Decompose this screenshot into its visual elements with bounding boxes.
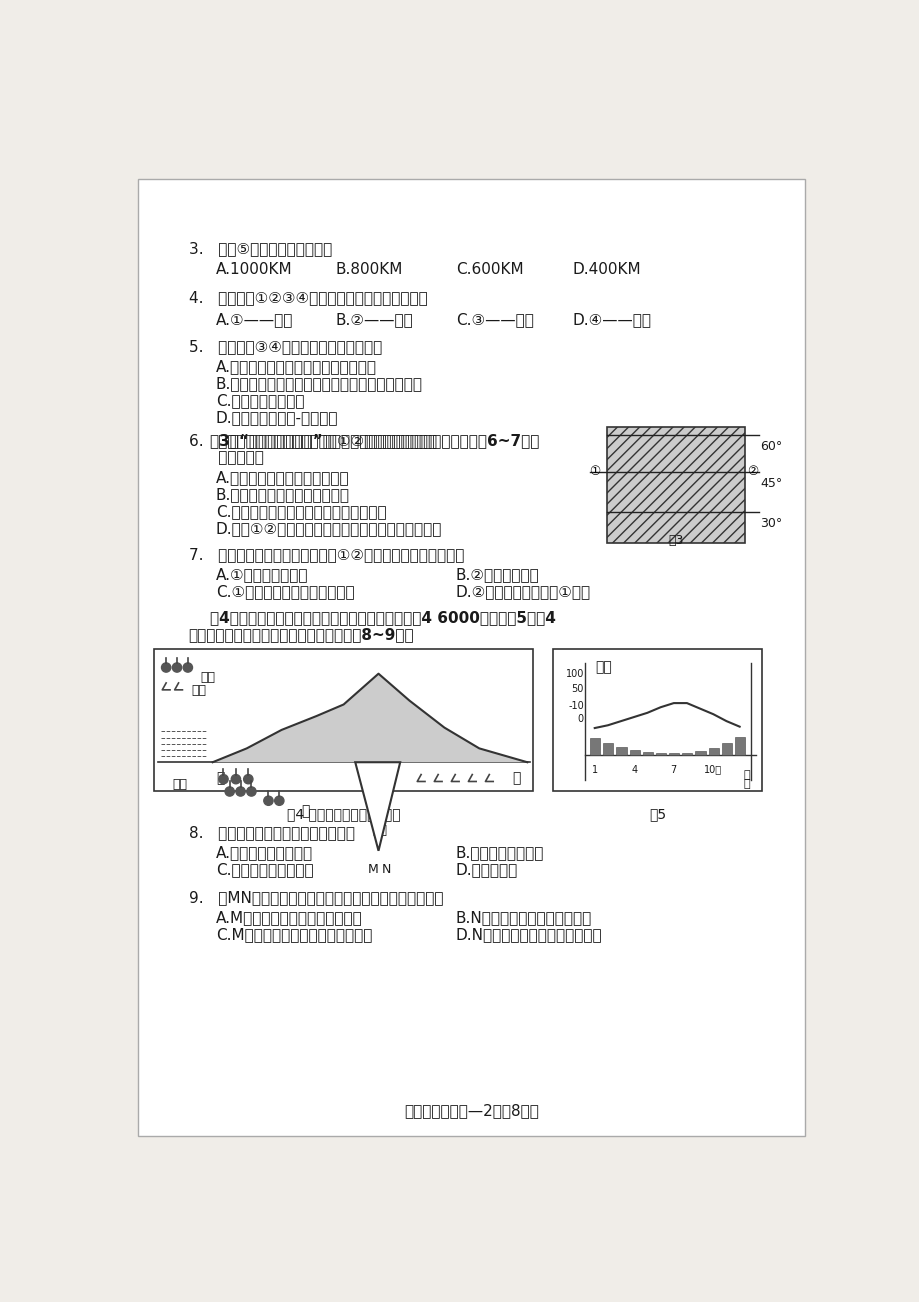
Text: 6.   若阴影部分为大西洋，则关于①②两地的地理特征描: 6. 若阴影部分为大西洋，则关于①②两地的地理特征描 bbox=[188, 434, 437, 448]
Text: 图5: 图5 bbox=[648, 807, 665, 820]
Text: 图3为“海陆分布示意图”，阴影部分为海洋，线段表示绬线，回呷6~7题。: 图3为“海陆分布示意图”，阴影部分为海洋，线段表示绬线，回呷6~7题。 bbox=[188, 434, 539, 448]
Text: 图4 世界某区域自然带分布图: 图4 世界某区域自然带分布图 bbox=[287, 807, 400, 820]
Circle shape bbox=[275, 796, 284, 806]
Text: 50: 50 bbox=[571, 685, 584, 694]
Text: A.M侧高，原因是阳坡，热量充足: A.M侧高，原因是阳坡，热量充足 bbox=[216, 910, 362, 924]
Text: ②: ② bbox=[746, 465, 757, 478]
Circle shape bbox=[183, 663, 192, 672]
Text: N: N bbox=[381, 863, 391, 876]
Text: B.是亚热带常绿阔叶林和温带落叶阔叶林的分界线: B.是亚热带常绿阔叶林和温带落叶阔叶林的分界线 bbox=[216, 376, 423, 392]
Text: 图4为世界某区域自然带分布图，图中山脉最高海扙4 6000多米，图5为图4: 图4为世界某区域自然带分布图，图中山脉最高海扙4 6000多米，图5为图4 bbox=[188, 611, 555, 625]
Bar bbox=[734, 737, 744, 755]
Text: 东: 东 bbox=[511, 772, 519, 785]
Text: 100: 100 bbox=[565, 669, 584, 680]
Circle shape bbox=[264, 796, 273, 806]
Text: C.M侧低，原因是迎风坡，降水丰富: C.M侧低，原因是迎风坡，降水丰富 bbox=[216, 927, 371, 943]
Text: 图3: 图3 bbox=[668, 534, 683, 547]
Text: 1: 1 bbox=[591, 764, 597, 775]
Text: D.N侧低，原因是背风坡，降水少: D.N侧低，原因是背风坡，降水少 bbox=[456, 927, 602, 943]
Text: B.②——盆地: B.②——盆地 bbox=[335, 311, 414, 327]
Text: 4: 4 bbox=[630, 764, 637, 775]
Circle shape bbox=[235, 786, 245, 796]
Bar bbox=[603, 742, 613, 755]
Text: C.亚热带常绿阔叶林带: C.亚热带常绿阔叶林带 bbox=[216, 862, 313, 878]
Text: M: M bbox=[368, 863, 378, 876]
Text: -10: -10 bbox=[568, 702, 584, 711]
Bar bbox=[607, 427, 744, 543]
Text: 草原: 草原 bbox=[191, 685, 206, 698]
Text: 西: 西 bbox=[216, 772, 224, 785]
Bar bbox=[721, 742, 732, 755]
Text: 高二地理试题卷—2（兲8页）: 高二地理试题卷—2（兲8页） bbox=[403, 1103, 539, 1118]
Bar bbox=[153, 648, 533, 792]
Text: A.由大陆板块和大洋板块碰撞挤压形成: A.由大陆板块和大洋板块碰撞挤压形成 bbox=[216, 359, 377, 375]
Circle shape bbox=[219, 775, 228, 784]
Text: A.两地所在国家都为发展中国家: A.两地所在国家都为发展中国家 bbox=[216, 470, 349, 486]
Circle shape bbox=[231, 775, 240, 784]
Text: ①: ① bbox=[588, 465, 600, 478]
Text: B.两地区的人口都出现了负增长: B.两地区的人口都出现了负增长 bbox=[216, 487, 349, 503]
Text: 4.   关于图中①②③④四地地形类型的判断正确的是: 4. 关于图中①②③④四地地形类型的判断正确的是 bbox=[188, 290, 427, 305]
Bar bbox=[708, 747, 718, 755]
Text: B.800KM: B.800KM bbox=[335, 263, 403, 277]
Text: C.③——峡谷: C.③——峡谷 bbox=[456, 311, 533, 327]
Bar bbox=[642, 753, 652, 755]
Text: C.600KM: C.600KM bbox=[456, 263, 523, 277]
Text: B.温带落叶阔叶林带: B.温带落叶阔叶林带 bbox=[456, 845, 544, 861]
Circle shape bbox=[225, 786, 234, 796]
Circle shape bbox=[172, 663, 181, 672]
Text: D.连接①②两地的海运航线为世界最繁忩的航线之一: D.连接①②两地的海运航线为世界最繁忩的航线之一 bbox=[216, 521, 442, 536]
Text: 甲: 甲 bbox=[301, 805, 309, 819]
Text: 中甲地的月平均气温降水统计图。读图回呷8~9题。: 中甲地的月平均气温降水统计图。读图回呷8~9题。 bbox=[188, 628, 414, 642]
Text: 0: 0 bbox=[577, 715, 584, 724]
Text: 山脉: 山脉 bbox=[372, 824, 387, 837]
Text: A.①——高原: A.①——高原 bbox=[216, 311, 293, 327]
Text: D.④——平原: D.④——平原 bbox=[572, 311, 651, 327]
Bar bbox=[616, 747, 626, 755]
Text: D.热带雨林带: D.热带雨林带 bbox=[456, 862, 517, 878]
Text: 海洋: 海洋 bbox=[173, 777, 187, 790]
Text: 10月: 10月 bbox=[703, 764, 721, 775]
Circle shape bbox=[162, 663, 171, 672]
Text: 7: 7 bbox=[670, 764, 676, 775]
Text: D.大致走向为西北-东南走向: D.大致走向为西北-东南走向 bbox=[216, 410, 338, 426]
Text: 9.   若MN一线表示该山地上的雪线，则下列说法正确的是: 9. 若MN一线表示该山地上的雪线，则下列说法正确的是 bbox=[188, 891, 443, 905]
Bar bbox=[629, 750, 639, 755]
Text: 森林: 森林 bbox=[200, 671, 215, 684]
Bar bbox=[552, 648, 761, 792]
Text: A.亚热带常绿硬叶林带: A.亚热带常绿硬叶林带 bbox=[216, 845, 312, 861]
Bar bbox=[695, 751, 705, 755]
Text: B.N侧高，原因是阴坡，热量少: B.N侧高，原因是阴坡，热量少 bbox=[456, 910, 592, 924]
Text: 3.   图中⑤之间的实际距离约为: 3. 图中⑤之间的实际距离约为 bbox=[188, 241, 332, 256]
Text: 8.   图中甲地自然带类型判断正确的是: 8. 图中甲地自然带类型判断正确的是 bbox=[188, 825, 354, 840]
Bar bbox=[589, 738, 599, 755]
Polygon shape bbox=[212, 673, 527, 762]
Text: 30°: 30° bbox=[760, 517, 782, 530]
Text: D.400KM: D.400KM bbox=[572, 263, 641, 277]
Text: 5.   关于图中③④之间的山脉说法正确的是: 5. 关于图中③④之间的山脉说法正确的是 bbox=[188, 340, 381, 354]
Circle shape bbox=[244, 775, 253, 784]
Text: 气: 气 bbox=[743, 769, 749, 780]
Text: A.1000KM: A.1000KM bbox=[216, 263, 292, 277]
Text: 述正确的是: 述正确的是 bbox=[188, 450, 263, 465]
Bar bbox=[682, 753, 692, 755]
Polygon shape bbox=[355, 762, 400, 850]
Circle shape bbox=[246, 786, 255, 796]
Text: 温: 温 bbox=[743, 779, 749, 789]
Text: C.两地区的城市化水平低于世界平均水平: C.两地区的城市化水平低于世界平均水平 bbox=[216, 504, 386, 519]
Text: D.②处气温的年较差比①处小: D.②处气温的年较差比①处小 bbox=[456, 585, 591, 599]
Text: B.②处雨热不同期: B.②处雨热不同期 bbox=[456, 568, 539, 582]
Bar bbox=[655, 753, 665, 755]
Text: 60°: 60° bbox=[760, 440, 782, 453]
Text: C.①处气候受盛行西风影响显著: C.①处气候受盛行西风影响显著 bbox=[216, 585, 354, 599]
Text: C.南坡降水比北坡少: C.南坡降水比北坡少 bbox=[216, 393, 304, 409]
Text: 7.   若阴影部分为太平洋，则关于①②两地的气候描述正确的是: 7. 若阴影部分为太平洋，则关于①②两地的气候描述正确的是 bbox=[188, 547, 463, 562]
Text: A.①处终年温和多雨: A.①处终年温和多雨 bbox=[216, 568, 308, 582]
Text: 45°: 45° bbox=[760, 477, 782, 490]
Text: 降水: 降水 bbox=[595, 660, 611, 674]
